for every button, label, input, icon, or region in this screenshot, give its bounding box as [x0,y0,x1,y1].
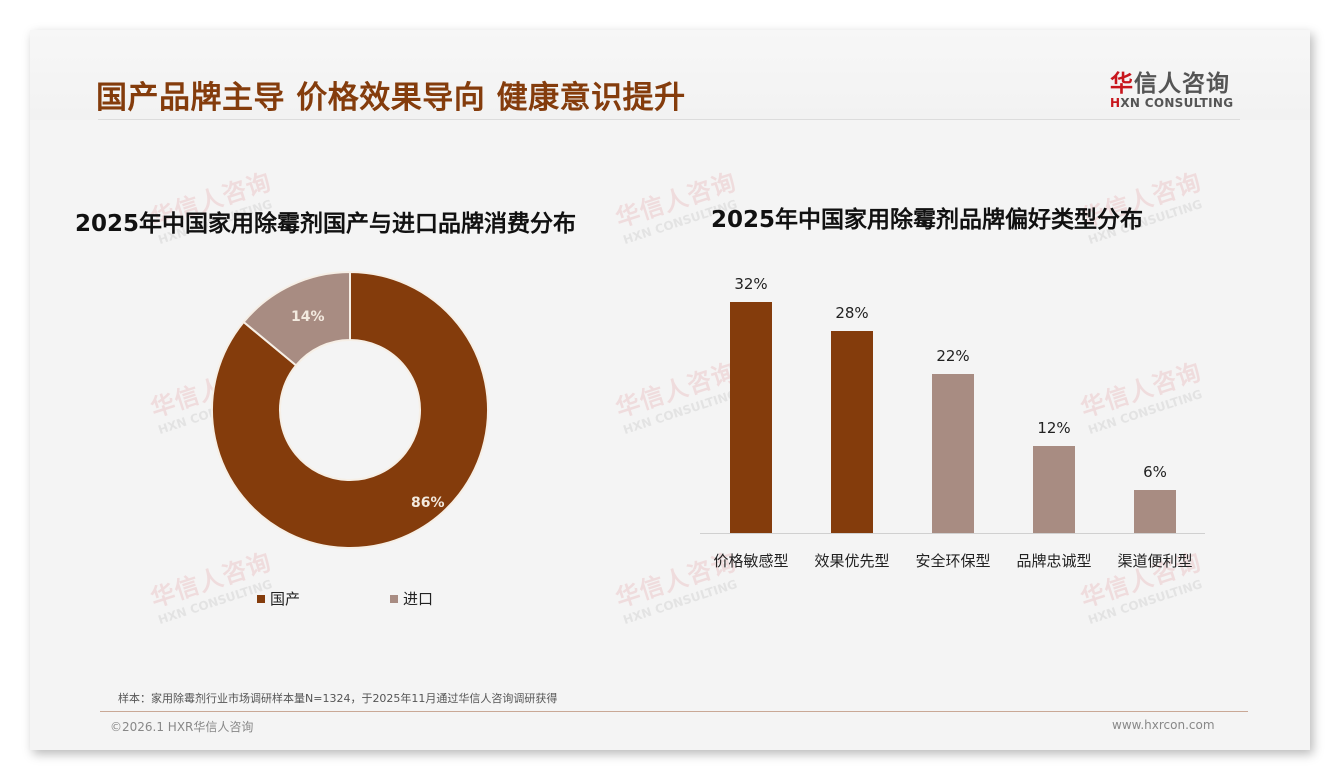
donut-chart-title: 2025年中国家用除霉剂国产与进口品牌消费分布 [75,211,577,237]
bar-category-label: 品牌忠诚型 [1016,552,1092,570]
bar-value-label: 28% [835,303,869,322]
bar-chart: 32% 价格敏感型 28% 效果优先型 22% 安全环保型 12% 品牌忠诚型 6% 渠道便利型 [700,270,1205,570]
footer-divider [100,711,1248,712]
bar-3 [932,374,974,533]
bar-value-label: 6% [1143,462,1167,481]
legend-item-domestic: 国产 [257,588,300,609]
sample-footnote: 样本：家用除霉剂行业市场调研样本量N=1324，于2025年11月通过华信人咨询… [118,692,558,705]
bar-value-label: 32% [734,275,768,293]
legend-swatch [390,594,398,603]
logo-en-first: H [1110,96,1121,110]
bar-category-label: 效果优先型 [814,552,890,570]
bar-category-label: 安全环保型 [915,552,991,570]
slide: 国产品牌主导 价格效果导向 健康意识提升 华信人咨询 HXN CONSULTIN… [30,30,1310,750]
logo-cn-rest: 信人咨询 [1134,71,1230,97]
bar-category-label: 价格敏感型 [713,552,789,570]
legend-label: 进口 [403,590,434,608]
legend-item-import: 进口 [390,588,433,609]
bar-4 [1033,446,1075,533]
header-band [30,30,1310,120]
donut-label-import: 14% [291,309,325,325]
title-divider [98,119,1240,120]
logo-cn: 华信人咨询 [1110,64,1242,98]
bar-1 [730,302,772,533]
copyright: ©2026.1 HXR华信人咨询 [110,720,254,734]
bar-value-label: 22% [936,347,970,366]
bar-chart-title: 2025年中国家用除霉剂品牌偏好类型分布 [711,207,1144,233]
bar-category-label: 渠道便利型 [1117,552,1193,570]
company-logo: 华信人咨询 HXN CONSULTING [1110,64,1242,110]
bar-value-label: 12% [1037,419,1071,438]
logo-en: HXN CONSULTING [1110,96,1242,110]
donut-svg [211,270,489,549]
bar-5 [1134,489,1176,533]
x-axis-line [700,533,1205,534]
donut-label-domestic: 86% [411,495,445,511]
website-link[interactable]: www.hxrcon.com [1112,718,1215,732]
logo-en-rest: XN CONSULTING [1120,96,1234,110]
legend-label: 国产 [270,590,301,608]
donut-slice-import [242,270,351,367]
logo-cn-first: 华 [1110,71,1134,97]
bar-2 [831,330,873,533]
donut-slice-domestic [211,270,489,549]
donut-chart: 86% 14% [211,270,489,549]
legend-swatch [257,594,265,603]
page-title: 国产品牌主导 价格效果导向 健康意识提升 [96,80,686,116]
